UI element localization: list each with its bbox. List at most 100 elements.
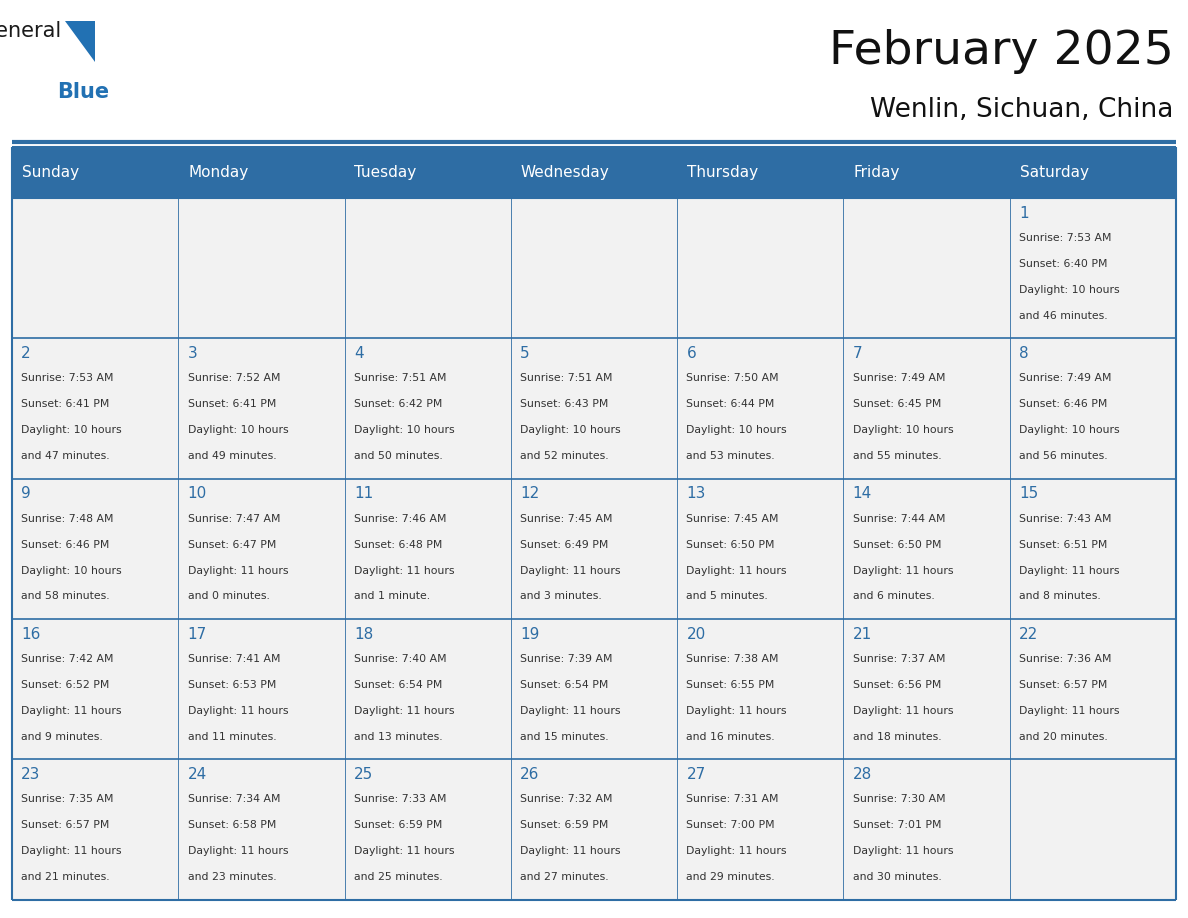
Text: Daylight: 11 hours: Daylight: 11 hours [354,846,454,856]
Text: Sunrise: 7:37 AM: Sunrise: 7:37 AM [853,654,946,664]
Text: Sunrise: 7:49 AM: Sunrise: 7:49 AM [853,374,946,384]
Text: and 1 minute.: and 1 minute. [354,591,430,601]
Text: Sunrise: 7:52 AM: Sunrise: 7:52 AM [188,374,280,384]
Bar [1010,759,1176,900]
Text: and 52 minutes.: and 52 minutes. [520,451,608,461]
Text: Sunset: 7:00 PM: Sunset: 7:00 PM [687,820,775,830]
Text: Daylight: 11 hours: Daylight: 11 hours [188,706,287,716]
Text: Daylight: 10 hours: Daylight: 10 hours [520,425,621,435]
Bar [345,339,511,478]
Text: Sunset: 6:42 PM: Sunset: 6:42 PM [354,399,442,409]
Text: Saturday: Saturday [1019,165,1088,180]
Text: Sunrise: 7:30 AM: Sunrise: 7:30 AM [853,794,946,804]
Text: Sunset: 6:45 PM: Sunset: 6:45 PM [853,399,941,409]
Text: 25: 25 [354,767,373,782]
Bar [843,339,1010,478]
Text: Daylight: 11 hours: Daylight: 11 hours [188,565,287,576]
Text: Blue: Blue [57,83,109,102]
Text: Sunrise: 7:41 AM: Sunrise: 7:41 AM [188,654,280,664]
Text: 19: 19 [520,627,539,642]
Bar [178,478,345,619]
Text: 17: 17 [188,627,207,642]
Bar [843,198,1010,339]
Text: 28: 28 [853,767,872,782]
Text: Sunrise: 7:34 AM: Sunrise: 7:34 AM [188,794,280,804]
Text: Sunrise: 7:53 AM: Sunrise: 7:53 AM [21,374,114,384]
Text: Daylight: 11 hours: Daylight: 11 hours [853,706,953,716]
Text: Sunset: 6:54 PM: Sunset: 6:54 PM [520,680,608,689]
Text: Daylight: 11 hours: Daylight: 11 hours [188,846,287,856]
Bar [1010,478,1176,619]
Text: Sunset: 6:43 PM: Sunset: 6:43 PM [520,399,608,409]
Text: 12: 12 [520,487,539,501]
Text: 3: 3 [188,346,197,361]
Bar [345,759,511,900]
Text: Sunrise: 7:38 AM: Sunrise: 7:38 AM [687,654,779,664]
Text: Sunrise: 7:31 AM: Sunrise: 7:31 AM [687,794,779,804]
Text: Sunset: 6:50 PM: Sunset: 6:50 PM [687,540,775,550]
Text: and 46 minutes.: and 46 minutes. [1019,311,1107,320]
Bar [178,339,345,478]
Bar [1010,339,1176,478]
Bar [12,478,178,619]
Bar [1010,619,1176,759]
Text: 15: 15 [1019,487,1038,501]
Text: Sunset: 6:57 PM: Sunset: 6:57 PM [1019,680,1107,689]
Text: Sunset: 6:44 PM: Sunset: 6:44 PM [687,399,775,409]
Text: 23: 23 [21,767,40,782]
Text: Sunrise: 7:42 AM: Sunrise: 7:42 AM [21,654,114,664]
Text: Sunset: 6:52 PM: Sunset: 6:52 PM [21,680,109,689]
Text: 13: 13 [687,487,706,501]
Bar [677,339,843,478]
Bar [511,198,677,339]
Text: Sunset: 6:56 PM: Sunset: 6:56 PM [853,680,941,689]
Text: 16: 16 [21,627,40,642]
Text: Monday: Monday [188,165,248,180]
Text: Sunset: 6:47 PM: Sunset: 6:47 PM [188,540,276,550]
Text: and 11 minutes.: and 11 minutes. [188,732,276,742]
Text: Sunset: 6:46 PM: Sunset: 6:46 PM [21,540,109,550]
Text: Sunset: 6:59 PM: Sunset: 6:59 PM [354,820,442,830]
Bar [12,147,1176,198]
Text: Daylight: 10 hours: Daylight: 10 hours [354,425,455,435]
Text: Tuesday: Tuesday [354,165,417,180]
Bar [345,619,511,759]
Text: Sunset: 6:40 PM: Sunset: 6:40 PM [1019,259,1107,269]
Text: and 50 minutes.: and 50 minutes. [354,451,443,461]
Bar [1010,198,1176,339]
Text: Daylight: 11 hours: Daylight: 11 hours [354,706,454,716]
Text: 8: 8 [1019,346,1029,361]
Text: Sunset: 6:57 PM: Sunset: 6:57 PM [21,820,109,830]
Text: and 21 minutes.: and 21 minutes. [21,872,109,882]
Text: 9: 9 [21,487,31,501]
Text: Sunrise: 7:46 AM: Sunrise: 7:46 AM [354,513,447,523]
Text: 7: 7 [853,346,862,361]
Text: and 30 minutes.: and 30 minutes. [853,872,942,882]
Text: Thursday: Thursday [687,165,758,180]
Text: Daylight: 11 hours: Daylight: 11 hours [21,846,121,856]
Text: Sunrise: 7:51 AM: Sunrise: 7:51 AM [354,374,447,384]
Text: 27: 27 [687,767,706,782]
Text: Sunset: 6:48 PM: Sunset: 6:48 PM [354,540,442,550]
Text: Daylight: 11 hours: Daylight: 11 hours [520,565,620,576]
Text: Sunrise: 7:50 AM: Sunrise: 7:50 AM [687,374,779,384]
Bar [843,619,1010,759]
Bar [345,478,511,619]
Text: Daylight: 11 hours: Daylight: 11 hours [1019,565,1119,576]
Bar [345,198,511,339]
Text: 26: 26 [520,767,539,782]
Text: and 25 minutes.: and 25 minutes. [354,872,442,882]
Text: Daylight: 10 hours: Daylight: 10 hours [21,565,122,576]
Text: Sunrise: 7:39 AM: Sunrise: 7:39 AM [520,654,613,664]
Text: Sunrise: 7:47 AM: Sunrise: 7:47 AM [188,513,280,523]
Text: General: General [0,20,62,40]
Text: and 58 minutes.: and 58 minutes. [21,591,109,601]
Text: Daylight: 11 hours: Daylight: 11 hours [1019,706,1119,716]
Bar [677,759,843,900]
Bar [178,198,345,339]
Text: Daylight: 11 hours: Daylight: 11 hours [853,565,953,576]
Bar [178,619,345,759]
Polygon shape [65,20,95,62]
Text: and 5 minutes.: and 5 minutes. [687,591,769,601]
Text: Sunrise: 7:49 AM: Sunrise: 7:49 AM [1019,374,1112,384]
